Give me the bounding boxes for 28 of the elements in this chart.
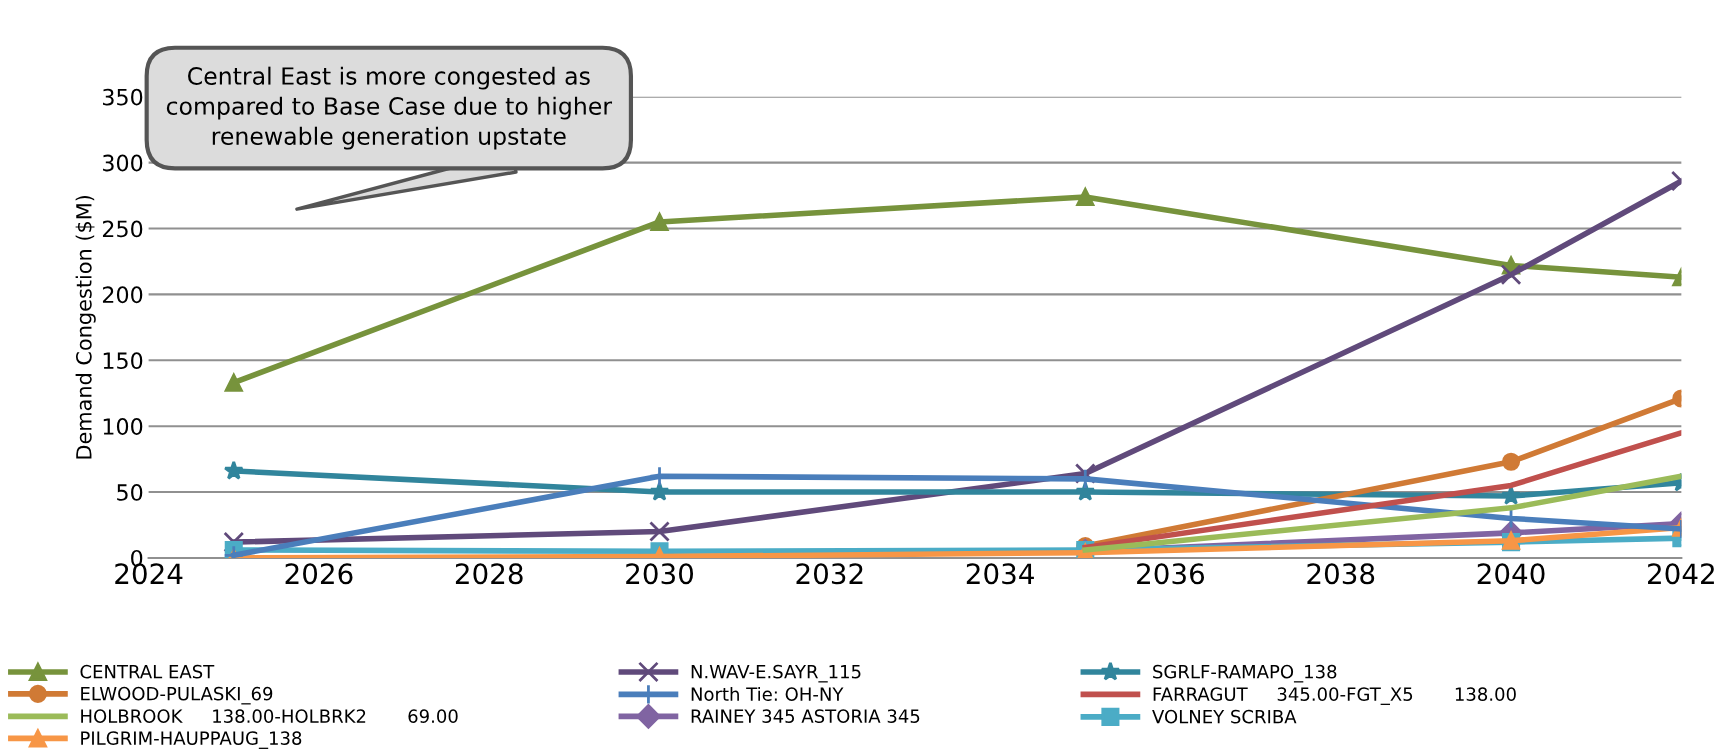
x-tick-label: 2036 — [1137, 563, 1205, 585]
legend-label: N.WAV-E.SAYR_115 — [691, 664, 861, 683]
legend-label: HOLBROOK 138.00-HOLBRK2 69.00 — [81, 709, 458, 723]
legend-label: North Tie: OH-NY — [691, 686, 844, 701]
x-tick-label: 2028 — [455, 563, 523, 585]
annotation: Central East is more congested as compared to Base Case due to higher renewable generation upstate — [166, 66, 613, 150]
legend-label: FARRAGUT 345.00-FGT_X5 138.00 — [1153, 687, 1516, 705]
x-tick-label: 2026 — [285, 563, 353, 585]
y-tick-label: 50 — [117, 484, 143, 501]
x-tick-label: 2038 — [1307, 563, 1375, 585]
legend-label: ELWOOD-PULASKI_69 — [81, 686, 273, 705]
legend-label: RAINEY 345 ASTORIA 345 — [691, 709, 920, 723]
legend-label: VOLNEY SCRIBA — [1152, 709, 1297, 724]
y-tick-label: 150 — [103, 352, 143, 370]
x-tick-label: 2030 — [626, 563, 694, 585]
x-tick-label: 2034 — [966, 563, 1034, 585]
x-tick-label: 2042 — [1648, 563, 1714, 585]
legend-label: PILGRIM-HAUPPAUG_138 — [81, 731, 302, 749]
y-axis-title: Demand Congestion ($M) — [75, 195, 96, 459]
legend-label: SGRLF-RAMAPO_138 — [1153, 664, 1337, 683]
y-tick-label: 200 — [102, 286, 143, 304]
legend-label: CENTRAL EAST — [80, 664, 215, 679]
y-tick-label: 350 — [103, 88, 143, 106]
y-tick-label: 300 — [103, 154, 143, 172]
x-tick-label: 2040 — [1477, 563, 1545, 585]
y-tick-label: 250 — [102, 220, 143, 238]
x-tick-label: 2032 — [796, 563, 863, 585]
y-tick-label: 100 — [103, 418, 143, 435]
